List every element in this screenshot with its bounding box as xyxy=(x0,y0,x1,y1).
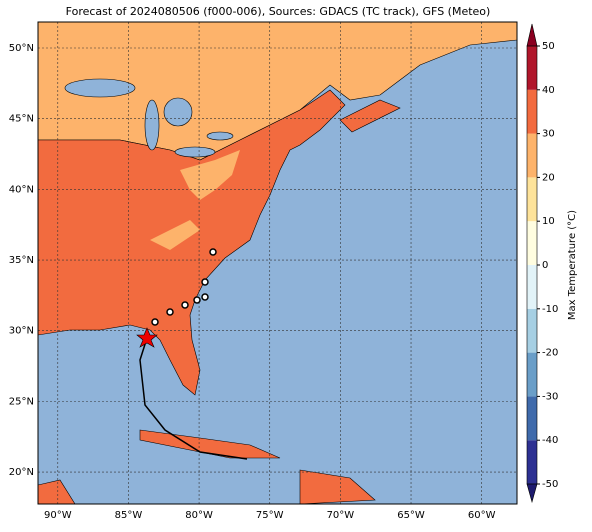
hispaniola xyxy=(299,469,376,504)
lon-tick-label: 90°W xyxy=(44,510,72,521)
axes: 90°W 85°W 80°W 75°W 70°W 65°W 60°W 20°N 25°N 30°N… xyxy=(9,43,496,521)
graticule xyxy=(38,22,517,504)
highland-patch xyxy=(150,220,200,250)
colorbar-tick-label: 30 xyxy=(542,129,555,140)
colorbar-segment xyxy=(527,46,537,90)
colorbar-segment xyxy=(527,308,537,353)
colorbar-segment xyxy=(527,440,537,484)
colorbar-tick-label: -30 xyxy=(542,391,558,402)
lat-tick-label: 45°N xyxy=(9,114,34,125)
colorbar-tick-label: -20 xyxy=(542,348,558,359)
colorbar-over xyxy=(526,23,538,47)
yucatan xyxy=(38,479,76,504)
colorbar-under xyxy=(526,483,538,504)
lat-tick-label: 20°N xyxy=(9,467,34,478)
lat-tick-label: 30°N xyxy=(9,326,34,337)
colorbar-label: Max Temperature (°C) xyxy=(567,210,578,320)
highland-patch xyxy=(180,150,240,200)
lon-tick-label: 65°W xyxy=(397,510,425,521)
lon-tick-label: 85°W xyxy=(115,510,143,521)
lat-tick-label: 25°N xyxy=(9,396,34,407)
lake xyxy=(144,99,160,151)
lon-tick-label: 80°W xyxy=(185,510,213,521)
colorbar-tick-label: 20 xyxy=(542,172,555,183)
map-title: Forecast of 2024080506 (f000-006), Sourc… xyxy=(66,5,491,18)
lon-tick-label: 60°W xyxy=(468,510,496,521)
lake xyxy=(163,97,193,127)
colorbar-tick-label: 0 xyxy=(542,260,548,271)
colorbar-tick-label: -10 xyxy=(542,304,558,315)
colorbar-segment xyxy=(527,177,537,222)
colorbar-tick-label: -40 xyxy=(542,435,558,446)
map-frame xyxy=(37,21,518,505)
lake xyxy=(64,78,136,98)
storm-position xyxy=(136,327,158,348)
colorbar-segment xyxy=(527,352,537,397)
colorbar-segment xyxy=(527,221,537,265)
colorbar-tick-label: -50 xyxy=(542,479,558,490)
colorbar-tick-label: 40 xyxy=(542,85,555,96)
colorbar-tick-label: 50 xyxy=(542,41,555,52)
colorbar-segment xyxy=(527,133,537,178)
lon-tick-label: 75°W xyxy=(256,510,284,521)
map-area xyxy=(38,22,517,504)
storm-track xyxy=(139,337,248,460)
nova-scotia xyxy=(339,99,401,133)
colorbar-tick-label: 10 xyxy=(542,216,555,227)
us-land xyxy=(38,89,346,396)
colorbar-segment xyxy=(527,89,537,134)
lat-tick-label: 50°N xyxy=(9,43,34,54)
lat-tick-label: 35°N xyxy=(9,255,34,266)
lon-tick-label: 70°W xyxy=(327,510,355,521)
lake xyxy=(206,131,234,141)
lake xyxy=(174,146,216,158)
colorbar-segment xyxy=(527,396,537,441)
storm-symbols xyxy=(151,248,217,326)
colorbar: -50 -40 -30 -20 -10 0 10 20 30 40 50 xyxy=(526,23,558,504)
colorbar-segment xyxy=(527,265,537,309)
lat-tick-label: 40°N xyxy=(9,184,34,195)
